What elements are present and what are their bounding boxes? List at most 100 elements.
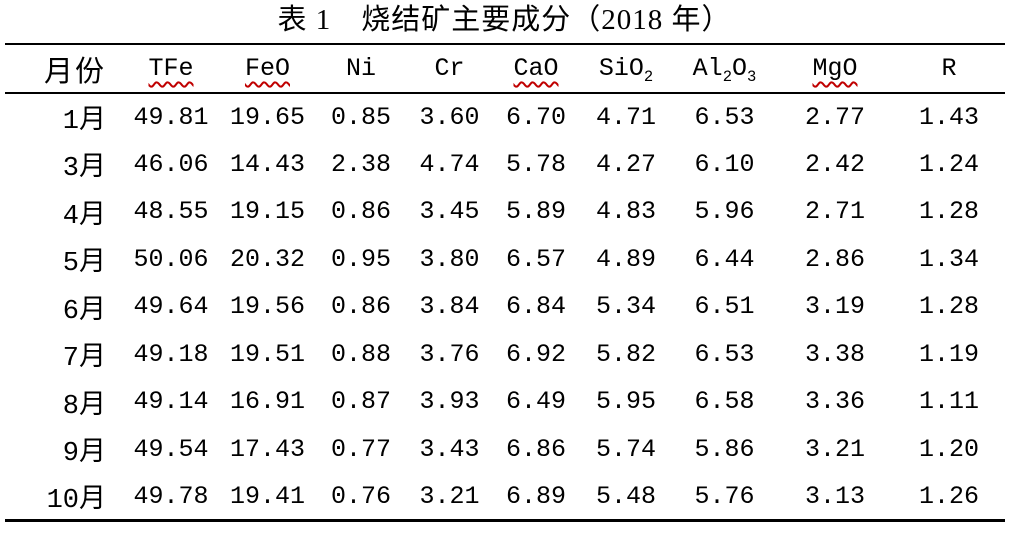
value-cell-sio2: 5.34 (595, 292, 656, 322)
header-label-ni: Ni (345, 54, 376, 83)
month-cell: 10月 (46, 486, 106, 516)
value-cell-mgo: 3.36 (804, 387, 865, 417)
value-cell-ni: 0.87 (330, 387, 391, 417)
value-cell-cao: 6.49 (505, 387, 566, 417)
value-cell-r: 1.26 (918, 481, 979, 511)
header-cell-feo: FeO (220, 44, 315, 94)
value-cell-mgo: 3.21 (804, 434, 865, 464)
value-cell-r: 1.24 (918, 149, 979, 179)
value-cell-r: 1.28 (918, 197, 979, 227)
value-cell-r: 1.43 (918, 102, 979, 132)
value-cell-tfe: 49.54 (133, 434, 209, 464)
value-cell-ni: 0.76 (330, 481, 391, 511)
value-cell-tfe: 49.14 (133, 387, 209, 417)
table-title: 表 1 烧结矿主要成分（2018 年） (277, 4, 732, 36)
value-cell-sio2: 4.83 (595, 197, 656, 227)
table-row: 10月 49.78 19.41 0.76 3.21 6.89 5.48 5.76 3.13 1.2… (5, 473, 1005, 521)
month-cell: 6月 (62, 296, 106, 327)
value-cell-tfe: 49.81 (133, 102, 209, 132)
value-cell-tfe: 49.78 (133, 481, 209, 511)
header-cell-cao: CaO (492, 44, 580, 94)
header-label-al2o3: Al2O3 (692, 54, 757, 86)
value-cell-mgo: 2.86 (804, 244, 865, 274)
value-cell-r: 1.19 (918, 339, 979, 369)
value-cell-al2o3: 5.86 (694, 434, 755, 464)
value-cell-sio2: 4.27 (595, 149, 656, 179)
value-cell-tfe: 49.18 (133, 339, 209, 369)
sinter-composition-table: 月份 TFe FeO Ni Cr CaO SiO2 Al2O3 MgO R 1月 49.81 19.6… (5, 43, 1005, 522)
value-cell-sio2: 5.82 (595, 339, 656, 369)
month-cell: 3月 (62, 154, 106, 185)
value-cell-al2o3: 6.10 (694, 149, 755, 179)
header-label-mgo: MgO (812, 54, 858, 83)
value-cell-r: 1.28 (918, 292, 979, 322)
table-row: 4月 48.55 19.15 0.86 3.45 5.89 4.83 5.96 2.71 1.28 (5, 188, 1005, 236)
value-cell-cao: 6.70 (505, 102, 566, 132)
value-cell-feo: 20.32 (229, 244, 305, 274)
header-label-month: 月份 (43, 55, 106, 88)
value-cell-ni: 0.85 (330, 102, 391, 132)
value-cell-cr: 3.76 (419, 339, 480, 369)
value-cell-tfe: 49.64 (133, 292, 209, 322)
value-cell-mgo: 3.19 (804, 292, 865, 322)
value-cell-sio2: 5.48 (595, 481, 656, 511)
header-label-feo: FeO (244, 54, 290, 83)
value-cell-al2o3: 5.96 (694, 197, 755, 227)
value-cell-ni: 0.86 (330, 292, 391, 322)
value-cell-mgo: 2.71 (804, 197, 865, 227)
table-body: 1月 49.81 19.65 0.85 3.60 6.70 4.71 6.53 2.77 1.43… (5, 93, 1005, 521)
header-row: 月份 TFe FeO Ni Cr CaO SiO2 Al2O3 MgO R (5, 44, 1005, 94)
value-cell-mgo: 2.77 (804, 102, 865, 132)
value-cell-ni: 0.77 (330, 434, 391, 464)
value-cell-feo: 19.65 (229, 102, 305, 132)
value-cell-feo: 19.15 (229, 197, 305, 227)
value-cell-ni: 0.95 (330, 244, 391, 274)
value-cell-cao: 6.89 (505, 481, 566, 511)
value-cell-feo: 14.43 (229, 149, 305, 179)
table-row: 9月 49.54 17.43 0.77 3.43 6.86 5.74 5.86 3.21 1.20 (5, 426, 1005, 474)
value-cell-cr: 3.93 (419, 387, 480, 417)
value-cell-cao: 6.86 (505, 434, 566, 464)
value-cell-tfe: 46.06 (133, 149, 209, 179)
value-cell-al2o3: 6.44 (694, 244, 755, 274)
header-cell-sio2: SiO2 (580, 44, 672, 94)
header-cell-al2o3: Al2O3 (672, 44, 777, 94)
value-cell-mgo: 2.42 (804, 149, 865, 179)
value-cell-cr: 3.21 (419, 481, 480, 511)
header-cell-tfe: TFe (122, 44, 220, 94)
month-cell: 8月 (62, 391, 106, 422)
value-cell-ni: 2.38 (330, 149, 391, 179)
value-cell-ni: 0.86 (330, 197, 391, 227)
value-cell-al2o3: 6.53 (694, 339, 755, 369)
value-cell-sio2: 4.89 (595, 244, 656, 274)
value-cell-cao: 5.89 (505, 197, 566, 227)
value-cell-feo: 16.91 (229, 387, 305, 417)
value-cell-feo: 19.51 (229, 339, 305, 369)
header-cell-cr: Cr (407, 44, 492, 94)
header-cell-month: 月份 (5, 44, 122, 94)
value-cell-r: 1.11 (918, 387, 979, 417)
value-cell-mgo: 3.13 (804, 481, 865, 511)
value-cell-feo: 17.43 (229, 434, 305, 464)
month-cell: 9月 (62, 439, 106, 470)
value-cell-al2o3: 6.51 (694, 292, 755, 322)
month-cell: 1月 (62, 107, 106, 138)
value-cell-al2o3: 6.58 (694, 387, 755, 417)
table-row: 3月 46.06 14.43 2.38 4.74 5.78 4.27 6.10 2.42 1.24 (5, 141, 1005, 189)
value-cell-al2o3: 5.76 (694, 481, 755, 511)
value-cell-r: 1.34 (918, 244, 979, 274)
header-cell-ni: Ni (315, 44, 407, 94)
value-cell-cr: 3.60 (419, 102, 480, 132)
header-label-cao: CaO (513, 54, 559, 83)
header-label-tfe: TFe (148, 54, 194, 83)
value-cell-cao: 6.92 (505, 339, 566, 369)
value-cell-cr: 3.45 (419, 197, 480, 227)
value-cell-cr: 3.43 (419, 434, 480, 464)
table-row: 7月 49.18 19.51 0.88 3.76 6.92 5.82 6.53 3.38 1.19 (5, 331, 1005, 379)
value-cell-tfe: 48.55 (133, 197, 209, 227)
header-label-sio2: SiO2 (598, 54, 654, 86)
value-cell-sio2: 5.74 (595, 434, 656, 464)
value-cell-cr: 3.84 (419, 292, 480, 322)
value-cell-r: 1.20 (918, 434, 979, 464)
